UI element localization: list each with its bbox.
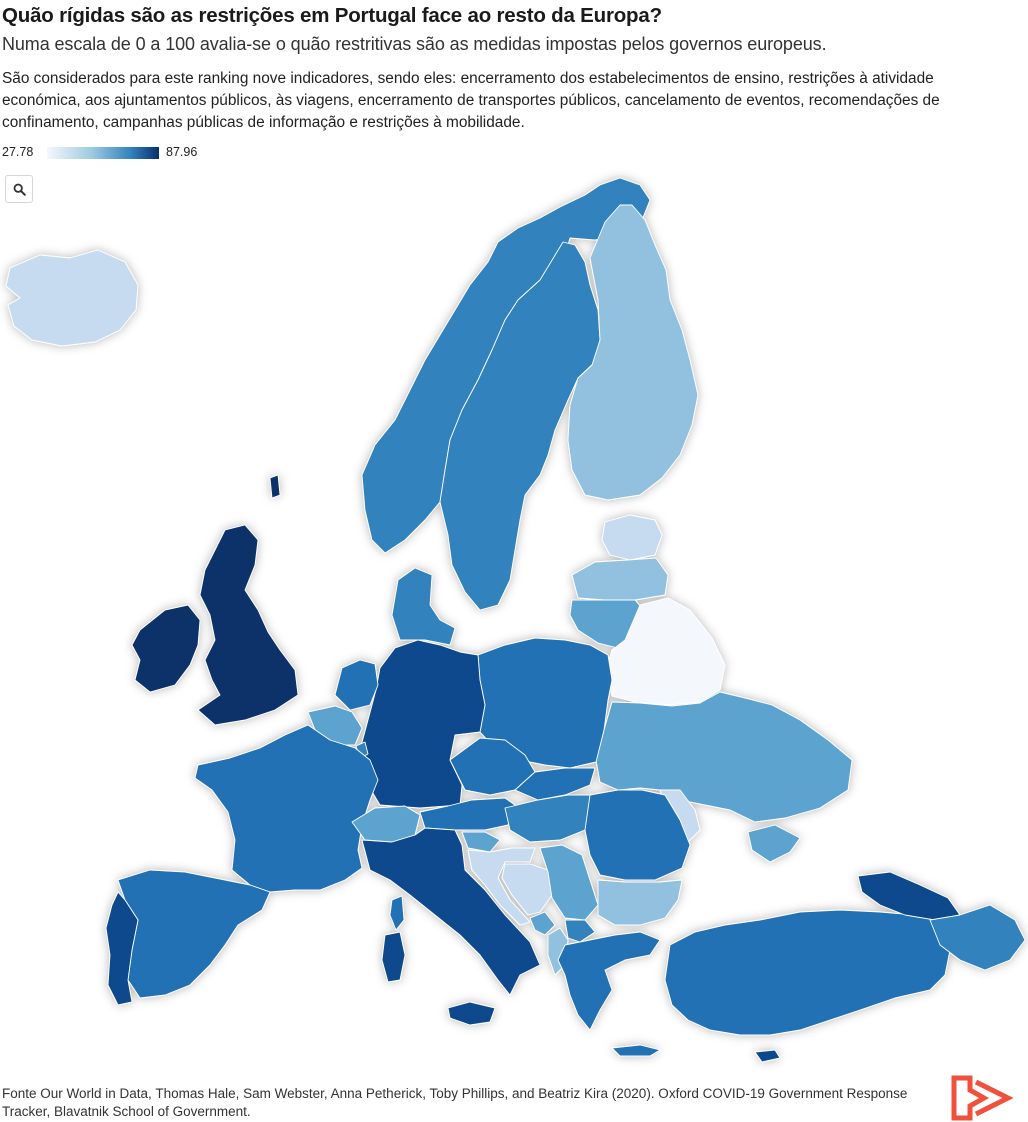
country-ireland[interactable] <box>131 604 201 693</box>
legend-max-value: 87.96 <box>166 145 198 159</box>
source-note: Fonte Our World in Data, Thomas Hale, Sa… <box>2 1086 908 1119</box>
country-france[interactable] <box>194 724 379 893</box>
country-spain[interactable] <box>117 869 271 999</box>
region-crimea[interactable] <box>747 824 801 863</box>
country-norway[interactable] <box>361 177 651 554</box>
country-france-corsica[interactable] <box>389 895 405 931</box>
country-iceland[interactable] <box>5 249 139 347</box>
country-italy-sardinia[interactable] <box>381 931 406 983</box>
country-azerbaijan[interactable] <box>929 904 1026 971</box>
zoom-button[interactable] <box>5 175 33 203</box>
country-serbia[interactable] <box>539 844 599 921</box>
chart-title: Quão rígidas são as restrições em Portug… <box>2 4 662 27</box>
country-portugal[interactable] <box>105 891 139 1006</box>
country-greece-crete[interactable] <box>611 1044 661 1057</box>
country-bosnia[interactable] <box>501 863 553 916</box>
country-greece[interactable] <box>557 931 661 1031</box>
chart-subtitle: Numa escala de 0 a 100 avalia-se o quão … <box>2 34 827 54</box>
country-italy[interactable] <box>361 827 541 996</box>
country-croatia[interactable] <box>467 847 536 926</box>
chart-description: São considerados para este ranking nove … <box>2 70 940 131</box>
magnifier-icon <box>13 183 26 196</box>
country-denmark[interactable] <box>391 567 456 646</box>
country-north-macedonia[interactable] <box>564 919 596 943</box>
country-ukraine[interactable] <box>595 691 853 823</box>
country-netherlands[interactable] <box>334 659 379 711</box>
play-arrow-logo-icon <box>951 1075 1014 1121</box>
country-romania[interactable] <box>584 789 691 881</box>
country-uk-shetland[interactable] <box>269 474 281 499</box>
country-latvia[interactable] <box>571 557 669 601</box>
legend-gradient-bar <box>47 147 159 159</box>
country-estonia[interactable] <box>601 514 663 561</box>
country-united-kingdom[interactable] <box>197 524 299 726</box>
country-italy-sicily[interactable] <box>447 1001 496 1026</box>
country-turkey[interactable] <box>664 909 951 1036</box>
country-montenegro[interactable] <box>529 911 556 936</box>
country-slovenia[interactable] <box>461 831 501 853</box>
europe-map <box>5 177 1026 1063</box>
country-bulgaria[interactable] <box>597 879 683 926</box>
country-cyprus[interactable] <box>754 1049 781 1063</box>
country-belarus[interactable] <box>605 597 726 706</box>
country-finland[interactable] <box>567 204 699 501</box>
legend-min-value: 27.78 <box>2 145 34 159</box>
